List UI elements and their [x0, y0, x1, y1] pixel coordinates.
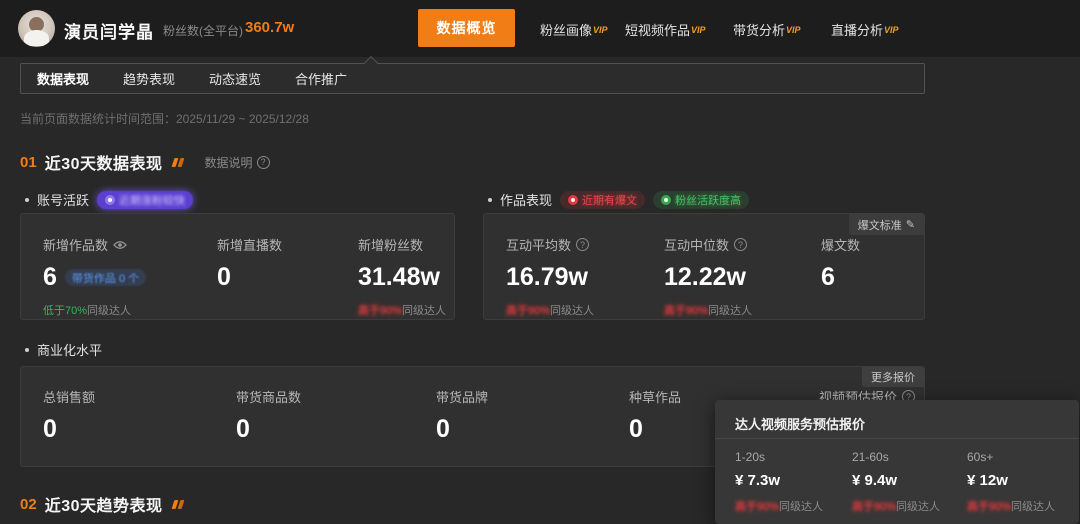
- subnav-data-performance[interactable]: 数据表现: [37, 72, 90, 87]
- tab-ecommerce-analysis[interactable]: 带货分析VIP: [733, 23, 801, 38]
- subnav-cooperation[interactable]: 合作推广: [295, 72, 348, 87]
- metric-new-works: 新增作品数 6 带货作品 0 个 低于70%同级达人: [43, 235, 147, 318]
- metric-new-fans: 新增粉丝数 31.48w 高于90%同级达人: [358, 238, 447, 317]
- badge-icon: [568, 194, 579, 205]
- profile-avatar[interactable]: [18, 10, 55, 47]
- quote-1-20s: 1-20s ¥ 7.3w 高于90%同级达人: [735, 450, 824, 513]
- peer-compare: 高于90%同级达人: [852, 501, 941, 513]
- bullet-icon: [25, 197, 29, 202]
- quote-60s-plus: 60s+ ¥ 12w 高于90%同级达人: [967, 450, 1056, 513]
- top-bar: 演员闫学晶 粉丝数(全平台) 360.7w 数据概览 粉丝画像VIP 短视频作品…: [0, 0, 1080, 57]
- help-icon[interactable]: ?: [576, 238, 590, 251]
- commercialization-header: 商业化水平: [25, 340, 102, 359]
- section-number: 02: [20, 495, 37, 513]
- peer-compare: 高于90%同级达人: [735, 501, 824, 513]
- bullet-icon: [25, 347, 29, 352]
- section-01-header: 01 近30天数据表现 数据说明?: [20, 150, 270, 174]
- popup-title: 达人视频服务预估报价: [735, 417, 866, 432]
- quote-icon: [171, 499, 184, 509]
- tab-short-video[interactable]: 短视频作品VIP: [625, 23, 706, 38]
- subnav-activity-overview[interactable]: 动态速览: [209, 72, 262, 87]
- metric-avg-interaction: 互动平均数? 16.79w 高于90%同级达人: [506, 238, 595, 317]
- hot-content-badge: 近期有爆文: [560, 190, 646, 209]
- works-performance-header: 作品表现 近期有爆文 粉丝活跃度高: [488, 190, 750, 209]
- peer-compare: 高于90%同级达人: [967, 501, 1056, 513]
- bullet-icon: [488, 197, 492, 202]
- metric-hot-works: 爆文数 6: [821, 238, 861, 291]
- badge-icon: [105, 194, 116, 205]
- metric-seeding-works: 种草作品 0: [629, 390, 682, 443]
- hot-standard-button[interactable]: 爆文标准 ✎: [848, 214, 924, 235]
- account-active-card: 新增作品数 6 带货作品 0 个 低于70%同级达人 新增直播数 0 新增粉丝数 …: [20, 213, 455, 320]
- badge-icon: [661, 194, 672, 205]
- tab-live-analysis[interactable]: 直播分析VIP: [831, 23, 899, 38]
- peer-compare: 高于90%同级达人: [506, 305, 595, 317]
- more-quotes-button[interactable]: 更多报价: [862, 367, 924, 387]
- vip-badge: VIP: [691, 25, 706, 35]
- fans-count-value: 360.7w: [245, 19, 295, 36]
- quote-21-60s: 21-60s ¥ 9.4w 高于90%同级达人: [852, 450, 941, 513]
- edit-icon: ✎: [905, 219, 915, 231]
- section-number: 01: [20, 153, 37, 171]
- ecommerce-works-badge: 带货作品 0 个: [64, 269, 147, 286]
- metric-product-count: 带货商品数 0: [236, 390, 302, 443]
- fan-activity-badge: 粉丝活跃度高: [653, 190, 750, 209]
- tab-data-overview[interactable]: 数据概览: [418, 9, 515, 47]
- peer-compare: 高于90%同级达人: [664, 305, 753, 317]
- data-explanation-link[interactable]: 数据说明?: [205, 154, 270, 171]
- account-badge: 近期涨粉较快: [97, 190, 194, 209]
- group-title: 账号活跃: [37, 193, 90, 208]
- sub-nav: 数据表现 趋势表现 动态速览 合作推广: [20, 63, 925, 94]
- help-icon[interactable]: ?: [734, 238, 748, 251]
- peer-compare: 低于70%同级达人: [43, 305, 132, 317]
- video-quote-popup: 达人视频服务预估报价 1-20s ¥ 7.3w 高于90%同级达人 21-60s…: [715, 400, 1079, 524]
- group-title: 作品表现: [500, 193, 553, 208]
- profile-name: 演员闫学晶: [64, 23, 154, 42]
- subnav-trend-performance[interactable]: 趋势表现: [123, 72, 176, 87]
- date-range-text: 当前页面数据统计时间范围：2025/11/29 ~ 2025/12/28: [20, 112, 309, 126]
- peer-compare: 高于90%同级达人: [358, 305, 447, 317]
- tab-fan-portrait[interactable]: 粉丝画像VIP: [540, 23, 608, 38]
- works-performance-card: 爆文标准 ✎ 互动平均数? 16.79w 高于90%同级达人 互动中位数? 12.…: [483, 213, 925, 320]
- account-active-header: 账号活跃 近期涨粉较快: [25, 190, 194, 209]
- metric-median-interaction: 互动中位数? 12.22w 高于90%同级达人: [664, 238, 753, 317]
- vip-badge: VIP: [786, 25, 801, 35]
- eye-icon[interactable]: [113, 240, 127, 250]
- section-02-header: 02 近30天趋势表现: [20, 492, 184, 516]
- section-title: 近30天数据表现: [44, 156, 163, 173]
- section-title: 近30天趋势表现: [44, 498, 163, 515]
- help-icon[interactable]: ?: [256, 155, 270, 169]
- divider: [715, 438, 1079, 439]
- metric-brand-count: 带货品牌 0: [436, 390, 489, 443]
- group-title: 商业化水平: [37, 343, 103, 358]
- vip-badge: VIP: [593, 25, 608, 35]
- quote-icon: [171, 157, 184, 167]
- metric-total-sales: 总销售额 0: [43, 390, 96, 443]
- metric-new-lives: 新增直播数 0: [217, 238, 283, 291]
- fans-count-label: 粉丝数(全平台): [163, 24, 243, 38]
- vip-badge: VIP: [884, 25, 899, 35]
